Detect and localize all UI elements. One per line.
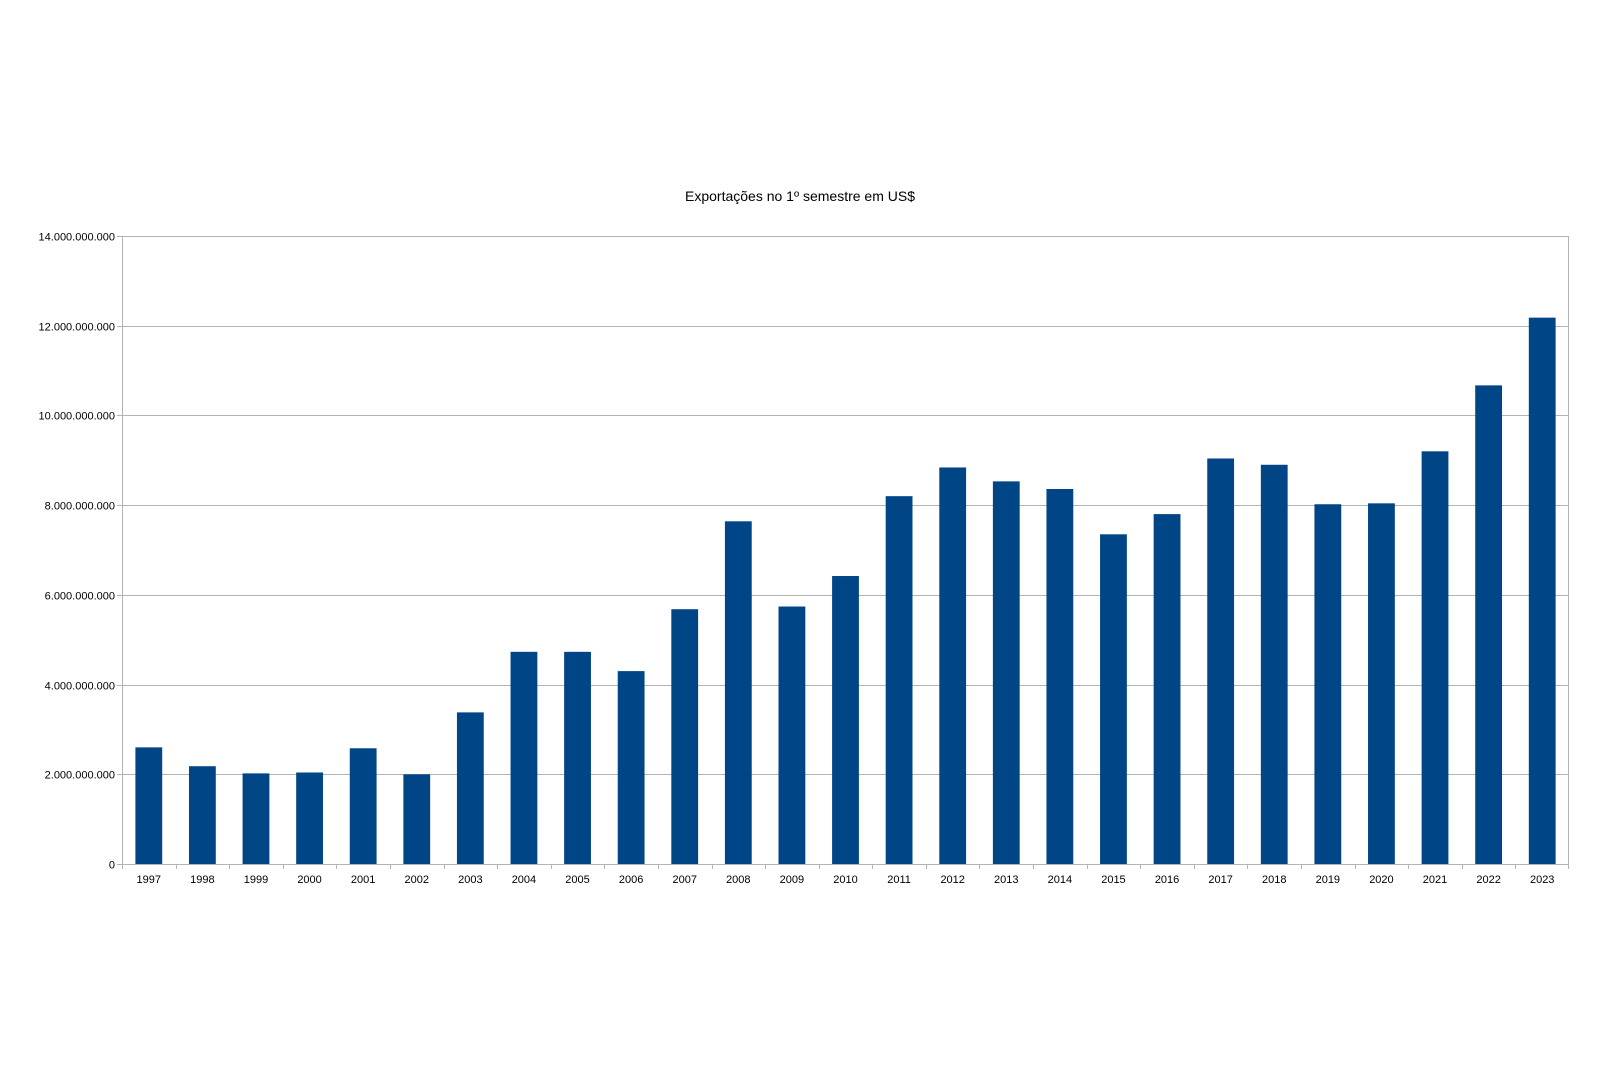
bar-2023 <box>1528 317 1556 864</box>
x-tick-label: 2013 <box>994 874 1018 886</box>
x-tick-label: 2021 <box>1423 874 1447 886</box>
y-tick-label: 0 <box>109 860 115 872</box>
x-tick-label: 2023 <box>1530 874 1554 886</box>
x-tick-label: 2019 <box>1316 874 1340 886</box>
y-tick-label: 10.000.000.000 <box>39 411 115 423</box>
bar-2019 <box>1314 504 1342 864</box>
bar-2021 <box>1421 451 1449 864</box>
x-tick-label: 2004 <box>512 874 536 886</box>
y-tick-label: 14.000.000.000 <box>39 232 115 244</box>
bar-2022 <box>1475 385 1503 864</box>
x-tick-label: 2008 <box>726 874 750 886</box>
x-tick-label: 2010 <box>833 874 857 886</box>
x-tick-label: 2007 <box>672 874 696 886</box>
bar-2013 <box>992 481 1020 864</box>
y-tick-label: 6.000.000.000 <box>45 591 115 603</box>
x-tick-label: 2014 <box>1048 874 1072 886</box>
bar-2015 <box>1100 534 1127 864</box>
x-tick-label: 2002 <box>405 874 429 886</box>
y-tick-label: 4.000.000.000 <box>45 681 115 693</box>
bar-2012 <box>939 467 967 864</box>
y-tick-label: 12.000.000.000 <box>39 322 115 334</box>
bar-2005 <box>564 651 591 864</box>
x-tick-label: 1997 <box>137 874 161 886</box>
x-tick-label: 2016 <box>1155 874 1179 886</box>
x-tick-label: 1999 <box>244 874 268 886</box>
x-tick-label: 2022 <box>1476 874 1500 886</box>
y-tick-label: 2.000.000.000 <box>45 770 115 782</box>
x-tick-label: 2000 <box>297 874 321 886</box>
x-tick-label: 2001 <box>351 874 375 886</box>
y-tick-label: 8.000.000.000 <box>45 501 115 513</box>
x-tick-label: 2009 <box>780 874 804 886</box>
x-tick-label: 2006 <box>619 874 643 886</box>
bar-2006 <box>617 671 645 864</box>
chart-title: Exportações no 1º semestre em US$ <box>685 188 915 204</box>
x-tick-label: 2015 <box>1101 874 1125 886</box>
bar-2018 <box>1260 464 1288 864</box>
bar-2020 <box>1368 503 1395 864</box>
bar-2007 <box>671 609 699 864</box>
bar-2016 <box>1153 514 1181 864</box>
x-tick-label: 2018 <box>1262 874 1286 886</box>
bar-1998 <box>188 766 216 864</box>
bar-2001 <box>349 748 377 864</box>
x-tick-label: 2017 <box>1208 874 1232 886</box>
bar-1997 <box>135 747 163 864</box>
x-tick-label: 2005 <box>565 874 589 886</box>
x-tick-label: 2020 <box>1369 874 1393 886</box>
bar-2002 <box>403 774 431 864</box>
bar-2004 <box>510 651 538 864</box>
bar-2010 <box>832 576 859 864</box>
bar-2003 <box>456 712 484 864</box>
bar-2000 <box>296 772 323 864</box>
bar-1999 <box>242 773 270 864</box>
x-tick-label: 1998 <box>190 874 214 886</box>
bar-2017 <box>1207 458 1235 864</box>
axes <box>117 236 1569 869</box>
bar-2011 <box>885 496 913 864</box>
bar-2008 <box>724 521 752 864</box>
x-tick-label: 2012 <box>940 874 964 886</box>
x-tick-label: 2003 <box>458 874 482 886</box>
x-axis-tick-labels: 1997 1998 1999 2000 2001 2002 2003 2004 2005 2006… <box>137 874 1555 886</box>
bar-2014 <box>1046 488 1074 864</box>
bar-2009 <box>778 606 806 864</box>
bars <box>135 317 1556 864</box>
y-axis-tick-labels: 0 2.000.000.000 4.000.000.000 6.000.000.000… <box>39 232 115 872</box>
x-tick-label: 2011 <box>887 874 911 886</box>
